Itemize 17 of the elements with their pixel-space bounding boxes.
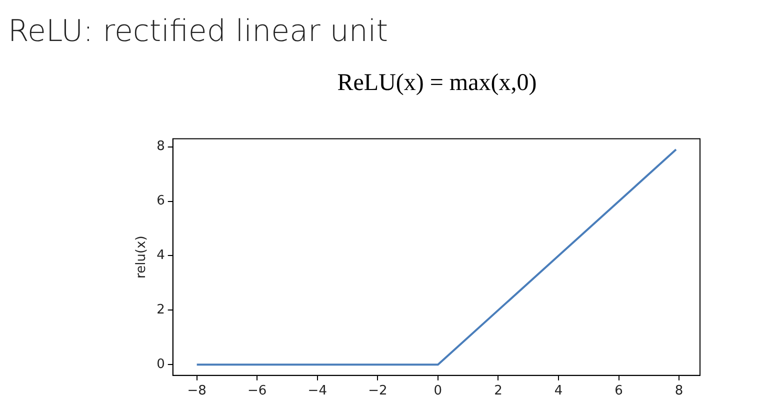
- x-tick-label: −6: [248, 384, 267, 399]
- y-tick-label: 6: [156, 194, 165, 209]
- y-tick-label: 4: [156, 248, 165, 264]
- x-tick-label: −4: [308, 384, 327, 399]
- x-tick-label: −2: [368, 384, 388, 399]
- chart-subtitle: ReLU(x) = max(x,0): [336, 70, 538, 97]
- y-tick-label: 8: [156, 139, 165, 154]
- chart-title: ReLU: rectified linear unit: [8, 14, 388, 49]
- y-axis-title: relu(x): [134, 236, 150, 278]
- x-tick-label: 4: [554, 384, 563, 399]
- x-tick-label: 6: [614, 384, 623, 399]
- x-tick-label: 8: [674, 384, 684, 399]
- y-tick-label: 0: [156, 357, 165, 372]
- x-tick-label: −8: [187, 384, 206, 399]
- x-tick-label: 2: [494, 384, 502, 399]
- x-tick-label: 0: [434, 384, 442, 399]
- y-tick-label: 2: [156, 302, 165, 318]
